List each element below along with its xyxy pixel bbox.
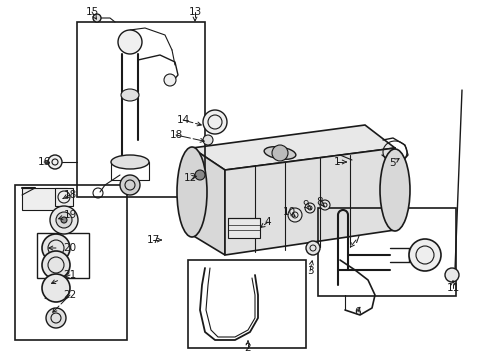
Bar bbox=[37, 233, 89, 278]
Circle shape bbox=[56, 212, 72, 228]
Ellipse shape bbox=[111, 155, 149, 169]
Circle shape bbox=[42, 251, 70, 279]
Circle shape bbox=[203, 135, 213, 145]
Text: 12: 12 bbox=[183, 173, 196, 183]
Circle shape bbox=[305, 241, 319, 255]
Text: 16: 16 bbox=[37, 157, 51, 167]
Circle shape bbox=[163, 74, 176, 86]
Circle shape bbox=[42, 274, 70, 302]
Circle shape bbox=[444, 268, 458, 282]
Text: 3: 3 bbox=[306, 266, 313, 276]
Text: 18: 18 bbox=[169, 130, 182, 140]
Bar bbox=[55, 188, 73, 206]
Circle shape bbox=[319, 200, 329, 210]
Text: 2: 2 bbox=[244, 343, 251, 353]
Circle shape bbox=[93, 14, 101, 22]
Circle shape bbox=[50, 206, 78, 234]
Text: 4: 4 bbox=[264, 217, 271, 227]
Circle shape bbox=[287, 208, 302, 222]
Circle shape bbox=[42, 234, 70, 262]
Text: 17: 17 bbox=[146, 235, 159, 245]
Text: 5: 5 bbox=[388, 158, 394, 168]
Text: 21: 21 bbox=[63, 270, 77, 280]
Text: 8: 8 bbox=[316, 197, 323, 207]
Circle shape bbox=[118, 30, 142, 54]
Circle shape bbox=[305, 203, 314, 213]
Text: 15: 15 bbox=[85, 7, 99, 17]
Polygon shape bbox=[192, 148, 224, 255]
Text: 18: 18 bbox=[63, 190, 77, 200]
Bar bbox=[227, 218, 260, 238]
Bar bbox=[77, 22, 204, 197]
Bar bbox=[22, 188, 67, 210]
Text: 10: 10 bbox=[282, 207, 295, 217]
Text: 20: 20 bbox=[63, 243, 77, 253]
Bar bbox=[317, 208, 455, 296]
Text: 1: 1 bbox=[333, 157, 340, 167]
Circle shape bbox=[120, 175, 140, 195]
Text: 22: 22 bbox=[63, 290, 77, 300]
Circle shape bbox=[48, 155, 62, 169]
Ellipse shape bbox=[177, 147, 206, 237]
Ellipse shape bbox=[264, 147, 295, 159]
Ellipse shape bbox=[379, 149, 409, 231]
Bar bbox=[15, 185, 127, 340]
Text: 7: 7 bbox=[352, 235, 359, 245]
Circle shape bbox=[61, 217, 67, 223]
Text: 14: 14 bbox=[176, 115, 189, 125]
Circle shape bbox=[271, 145, 287, 161]
Text: 9: 9 bbox=[302, 200, 309, 210]
Circle shape bbox=[203, 110, 226, 134]
Polygon shape bbox=[224, 148, 394, 255]
Polygon shape bbox=[192, 125, 394, 170]
Text: 13: 13 bbox=[188, 7, 201, 17]
Text: 19: 19 bbox=[63, 210, 77, 220]
Circle shape bbox=[195, 170, 204, 180]
Text: 11: 11 bbox=[446, 283, 459, 293]
Circle shape bbox=[46, 308, 66, 328]
Text: 6: 6 bbox=[354, 307, 361, 317]
Ellipse shape bbox=[121, 89, 139, 101]
Bar bbox=[187, 260, 305, 348]
Circle shape bbox=[408, 239, 440, 271]
